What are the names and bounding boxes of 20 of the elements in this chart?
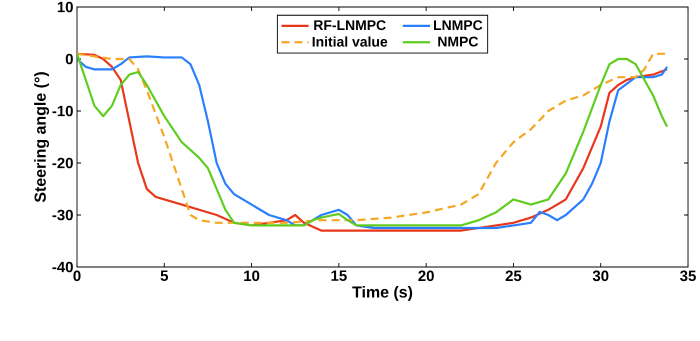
y-tick-label: -20 <box>52 158 73 168</box>
x-tick-label: 5 <box>160 270 168 281</box>
y-tick-label: -40 <box>52 262 73 272</box>
x-tick-label: 10 <box>244 270 260 282</box>
legend-label: RF-LNMPC <box>314 20 386 30</box>
legend-label: NMPC <box>438 36 478 47</box>
y-tick-label: -30 <box>52 210 73 220</box>
x-tick-label: 20 <box>418 270 434 282</box>
legend-label: LNMPC <box>434 20 482 30</box>
legend-label: Initial value <box>312 36 388 47</box>
x-axis-title: Time (s) <box>352 286 412 301</box>
y-tick-label: -10 <box>52 106 73 116</box>
x-tick-label: 35 <box>680 270 696 282</box>
x-tick-label: 25 <box>506 270 522 282</box>
x-tick-label: 15 <box>331 270 347 281</box>
y-tick-label: 0 <box>66 54 73 64</box>
y-axis-title: Steering angle (°) <box>34 72 50 202</box>
x-tick-label: 0 <box>73 270 81 282</box>
x-tick-label: 30 <box>592 270 608 282</box>
y-tick-label: 10 <box>58 2 73 12</box>
